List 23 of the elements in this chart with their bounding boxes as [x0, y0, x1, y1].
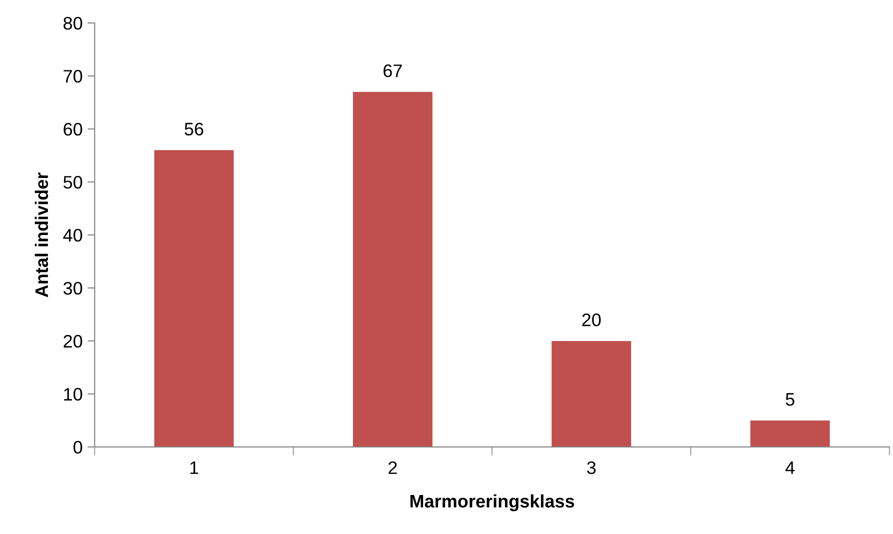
x-axis-title: Marmoreringsklass — [410, 494, 574, 512]
x-tick-label: 2 — [388, 461, 397, 474]
y-axis-title: Antal individer — [34, 172, 48, 298]
bar — [352, 92, 432, 447]
y-tick-label: 60 — [64, 122, 82, 136]
x-tick-label: 4 — [785, 462, 795, 474]
y-tick-label: 40 — [63, 228, 82, 242]
data-label: 56 — [184, 122, 204, 136]
y-tick-label: 30 — [63, 282, 82, 295]
bar — [154, 150, 234, 447]
y-tick-label: 50 — [63, 176, 82, 189]
bar — [750, 420, 830, 447]
data-label: 20 — [582, 313, 601, 326]
data-label: 5 — [786, 393, 794, 406]
data-label: 67 — [384, 64, 402, 78]
y-tick-label: 70 — [64, 70, 82, 83]
x-tick-label: 3 — [587, 461, 596, 474]
y-tick-label: 80 — [64, 16, 82, 30]
y-tick-label: 0 — [74, 440, 82, 454]
y-tick-label: 20 — [64, 334, 82, 348]
x-tick-label: 1 — [190, 462, 198, 474]
bar — [552, 340, 632, 447]
y-tick-label: 10 — [64, 388, 82, 401]
